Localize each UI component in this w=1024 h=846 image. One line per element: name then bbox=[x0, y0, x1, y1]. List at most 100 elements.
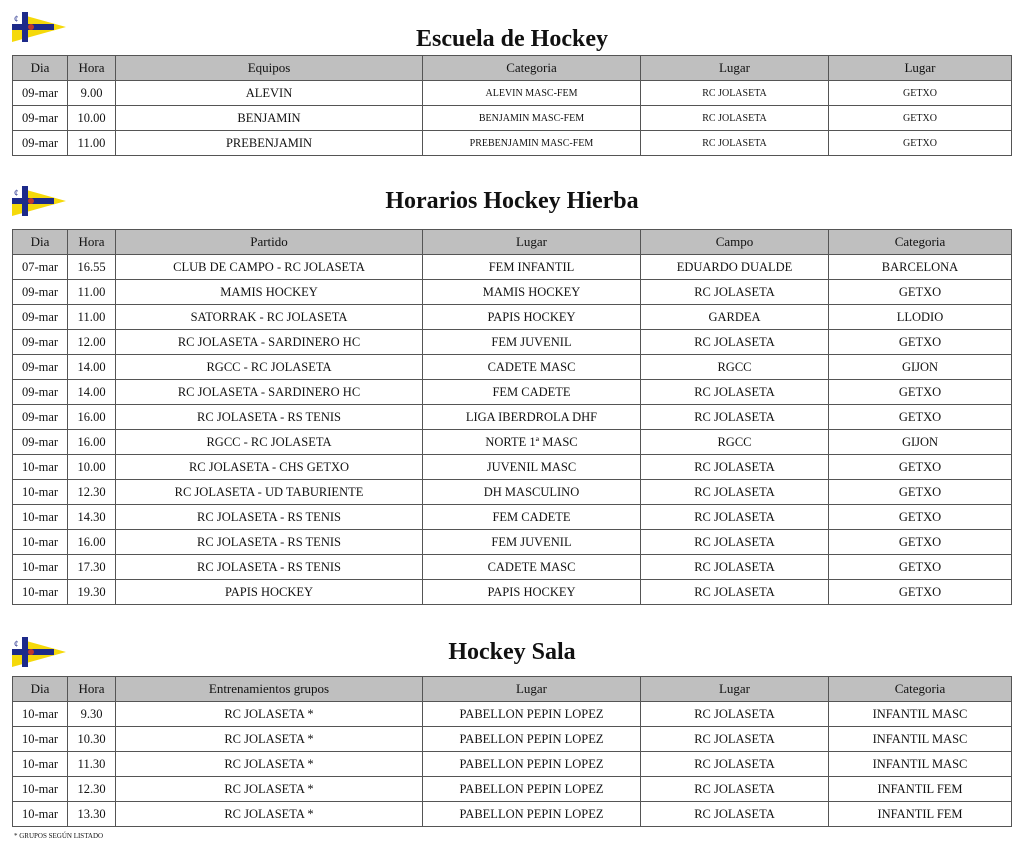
column-header: Lugar bbox=[828, 55, 1012, 81]
table-cell: GETXO bbox=[828, 479, 1012, 505]
table-cell: GETXO bbox=[828, 279, 1012, 305]
table-cell: 10-mar bbox=[12, 776, 68, 802]
club-flag-icon: ¢ bbox=[12, 186, 66, 216]
table-cell: RGCC - RC JOLASETA bbox=[115, 429, 423, 455]
table-cell: RC JOLASETA - RS TENIS bbox=[115, 554, 423, 580]
table-row: 10-mar 10.00 RC JOLASETA - CHS GETXO JUVENI… bbox=[12, 454, 1012, 480]
table-cell: 10-mar bbox=[12, 801, 68, 827]
schedule-table: Dia Hora Equipos Categoria Lugar Lugar 09-mar 9… bbox=[12, 55, 1012, 156]
table-row: 10-mar 13.30 RC JOLASETA * PABELLON PEPIN L… bbox=[12, 801, 1012, 827]
table-cell: 09-mar bbox=[12, 404, 68, 430]
table-cell: MAMIS HOCKEY bbox=[422, 279, 641, 305]
table-cell: DH MASCULINO bbox=[422, 479, 641, 505]
table-cell: CLUB DE CAMPO - RC JOLASETA bbox=[115, 254, 423, 280]
table-cell: 11.00 bbox=[67, 279, 116, 305]
table-cell: RC JOLASETA bbox=[640, 404, 829, 430]
table-cell: RC JOLASETA bbox=[640, 554, 829, 580]
table-row: 09-mar 16.00 RC JOLASETA - RS TENIS LIGA IB… bbox=[12, 404, 1012, 430]
column-header: Equipos bbox=[115, 55, 423, 81]
table-cell: GETXO bbox=[828, 504, 1012, 530]
table-cell: GETXO bbox=[828, 529, 1012, 555]
table-cell: MAMIS HOCKEY bbox=[115, 279, 423, 305]
table-cell: 9.30 bbox=[67, 701, 116, 727]
table-cell: 10-mar bbox=[12, 529, 68, 555]
table-row: 09-mar 14.00 RGCC - RC JOLASETA CADETE MASC… bbox=[12, 354, 1012, 380]
table-cell: 10-mar bbox=[12, 579, 68, 605]
table-row: 10-mar 17.30 RC JOLASETA - RS TENIS CADETE … bbox=[12, 554, 1012, 580]
table-row: 10-mar 14.30 RC JOLASETA - RS TENIS FEM CAD… bbox=[12, 504, 1012, 530]
table-cell: INFANTIL FEM bbox=[828, 801, 1012, 827]
table-cell: PABELLON PEPIN LOPEZ bbox=[422, 751, 641, 777]
section-title: Escuela de Hockey bbox=[416, 26, 608, 52]
table-cell: RC JOLASETA - SARDINERO HC bbox=[115, 329, 423, 355]
footnote: * GRUPOS SEGÚN LISTADO bbox=[14, 832, 104, 840]
section-title: Horarios Hockey Hierba bbox=[385, 188, 639, 214]
table-cell: INFANTIL MASC bbox=[828, 701, 1012, 727]
table-cell: FEM JUVENIL bbox=[422, 529, 641, 555]
column-header: Categoria bbox=[422, 55, 641, 81]
table-cell: RC JOLASETA * bbox=[115, 801, 423, 827]
table-cell: CADETE MASC bbox=[422, 554, 641, 580]
table-cell: RC JOLASETA - SARDINERO HC bbox=[115, 379, 423, 405]
table-row: 09-mar 11.00 PREBENJAMIN PREBENJAMIN MASC-F… bbox=[12, 130, 1012, 156]
table-cell: RC JOLASETA bbox=[640, 454, 829, 480]
table-cell: 13.30 bbox=[67, 801, 116, 827]
table-cell: GETXO bbox=[828, 554, 1012, 580]
section-title: Hockey Sala bbox=[448, 639, 576, 665]
table-cell: RC JOLASETA bbox=[640, 579, 829, 605]
table-cell: INFANTIL MASC bbox=[828, 726, 1012, 752]
table-cell: 12.00 bbox=[67, 329, 116, 355]
table-cell: 10.00 bbox=[67, 454, 116, 480]
table-row: 10-mar 11.30 RC JOLASETA * PABELLON PEPIN L… bbox=[12, 751, 1012, 777]
table-cell: GETXO bbox=[828, 80, 1012, 106]
table-cell: RC JOLASETA bbox=[640, 279, 829, 305]
table-cell: 16.00 bbox=[67, 429, 116, 455]
table-cell: 17.30 bbox=[67, 554, 116, 580]
table-cell: INFANTIL FEM bbox=[828, 776, 1012, 802]
table-cell: RC JOLASETA bbox=[640, 701, 829, 727]
table-cell: 09-mar bbox=[12, 105, 68, 131]
table-row: 10-mar 9.30 RC JOLASETA * PABELLON PEPIN LO… bbox=[12, 701, 1012, 727]
table-cell: 09-mar bbox=[12, 304, 68, 330]
table-cell: 10-mar bbox=[12, 454, 68, 480]
table-cell: RC JOLASETA bbox=[640, 801, 829, 827]
table-cell: 10-mar bbox=[12, 554, 68, 580]
column-header: Lugar bbox=[640, 55, 829, 81]
table-cell: RGCC bbox=[640, 429, 829, 455]
table-row: 09-mar 9.00 ALEVIN ALEVIN MASC-FEM RC JOLASE… bbox=[12, 80, 1012, 106]
table-row: 10-mar 12.30 RC JOLASETA - UD TABURIENTE DH… bbox=[12, 479, 1012, 505]
table-cell: RC JOLASETA bbox=[640, 329, 829, 355]
table-cell: FEM CADETE bbox=[422, 504, 641, 530]
table-cell: PREBENJAMIN bbox=[115, 130, 423, 156]
table-cell: ALEVIN MASC-FEM bbox=[422, 80, 641, 106]
table-cell: 09-mar bbox=[12, 329, 68, 355]
table-cell: 12.30 bbox=[67, 479, 116, 505]
table-cell: 11.30 bbox=[67, 751, 116, 777]
table-cell: BENJAMIN MASC-FEM bbox=[422, 105, 641, 131]
table-cell: CADETE MASC bbox=[422, 354, 641, 380]
table-row: 07-mar 16.55 CLUB DE CAMPO - RC JOLASETA FE… bbox=[12, 254, 1012, 280]
club-flag-icon: ¢ bbox=[12, 637, 66, 667]
table-cell: 10-mar bbox=[12, 726, 68, 752]
table-cell: 11.00 bbox=[67, 130, 116, 156]
table-cell: RC JOLASETA * bbox=[115, 701, 423, 727]
table-cell: PABELLON PEPIN LOPEZ bbox=[422, 776, 641, 802]
table-cell: RC JOLASETA bbox=[640, 776, 829, 802]
column-header: Entrenamientos grupos bbox=[115, 676, 423, 702]
table-cell: 14.30 bbox=[67, 504, 116, 530]
svg-text:¢: ¢ bbox=[14, 639, 19, 649]
table-cell: GIJON bbox=[828, 354, 1012, 380]
table-cell: RC JOLASETA bbox=[640, 529, 829, 555]
table-cell: RC JOLASETA - CHS GETXO bbox=[115, 454, 423, 480]
svg-text:¢: ¢ bbox=[14, 188, 19, 198]
table-cell: FEM INFANTIL bbox=[422, 254, 641, 280]
column-header: Lugar bbox=[640, 676, 829, 702]
table-cell: BARCELONA bbox=[828, 254, 1012, 280]
table-cell: 11.00 bbox=[67, 304, 116, 330]
table-cell: RC JOLASETA bbox=[640, 379, 829, 405]
table-cell: GETXO bbox=[828, 379, 1012, 405]
table-cell: 19.30 bbox=[67, 579, 116, 605]
table-cell: GARDEA bbox=[640, 304, 829, 330]
table-cell: 09-mar bbox=[12, 130, 68, 156]
header-row: Dia Hora Equipos Categoria Lugar Lugar bbox=[12, 55, 1012, 81]
